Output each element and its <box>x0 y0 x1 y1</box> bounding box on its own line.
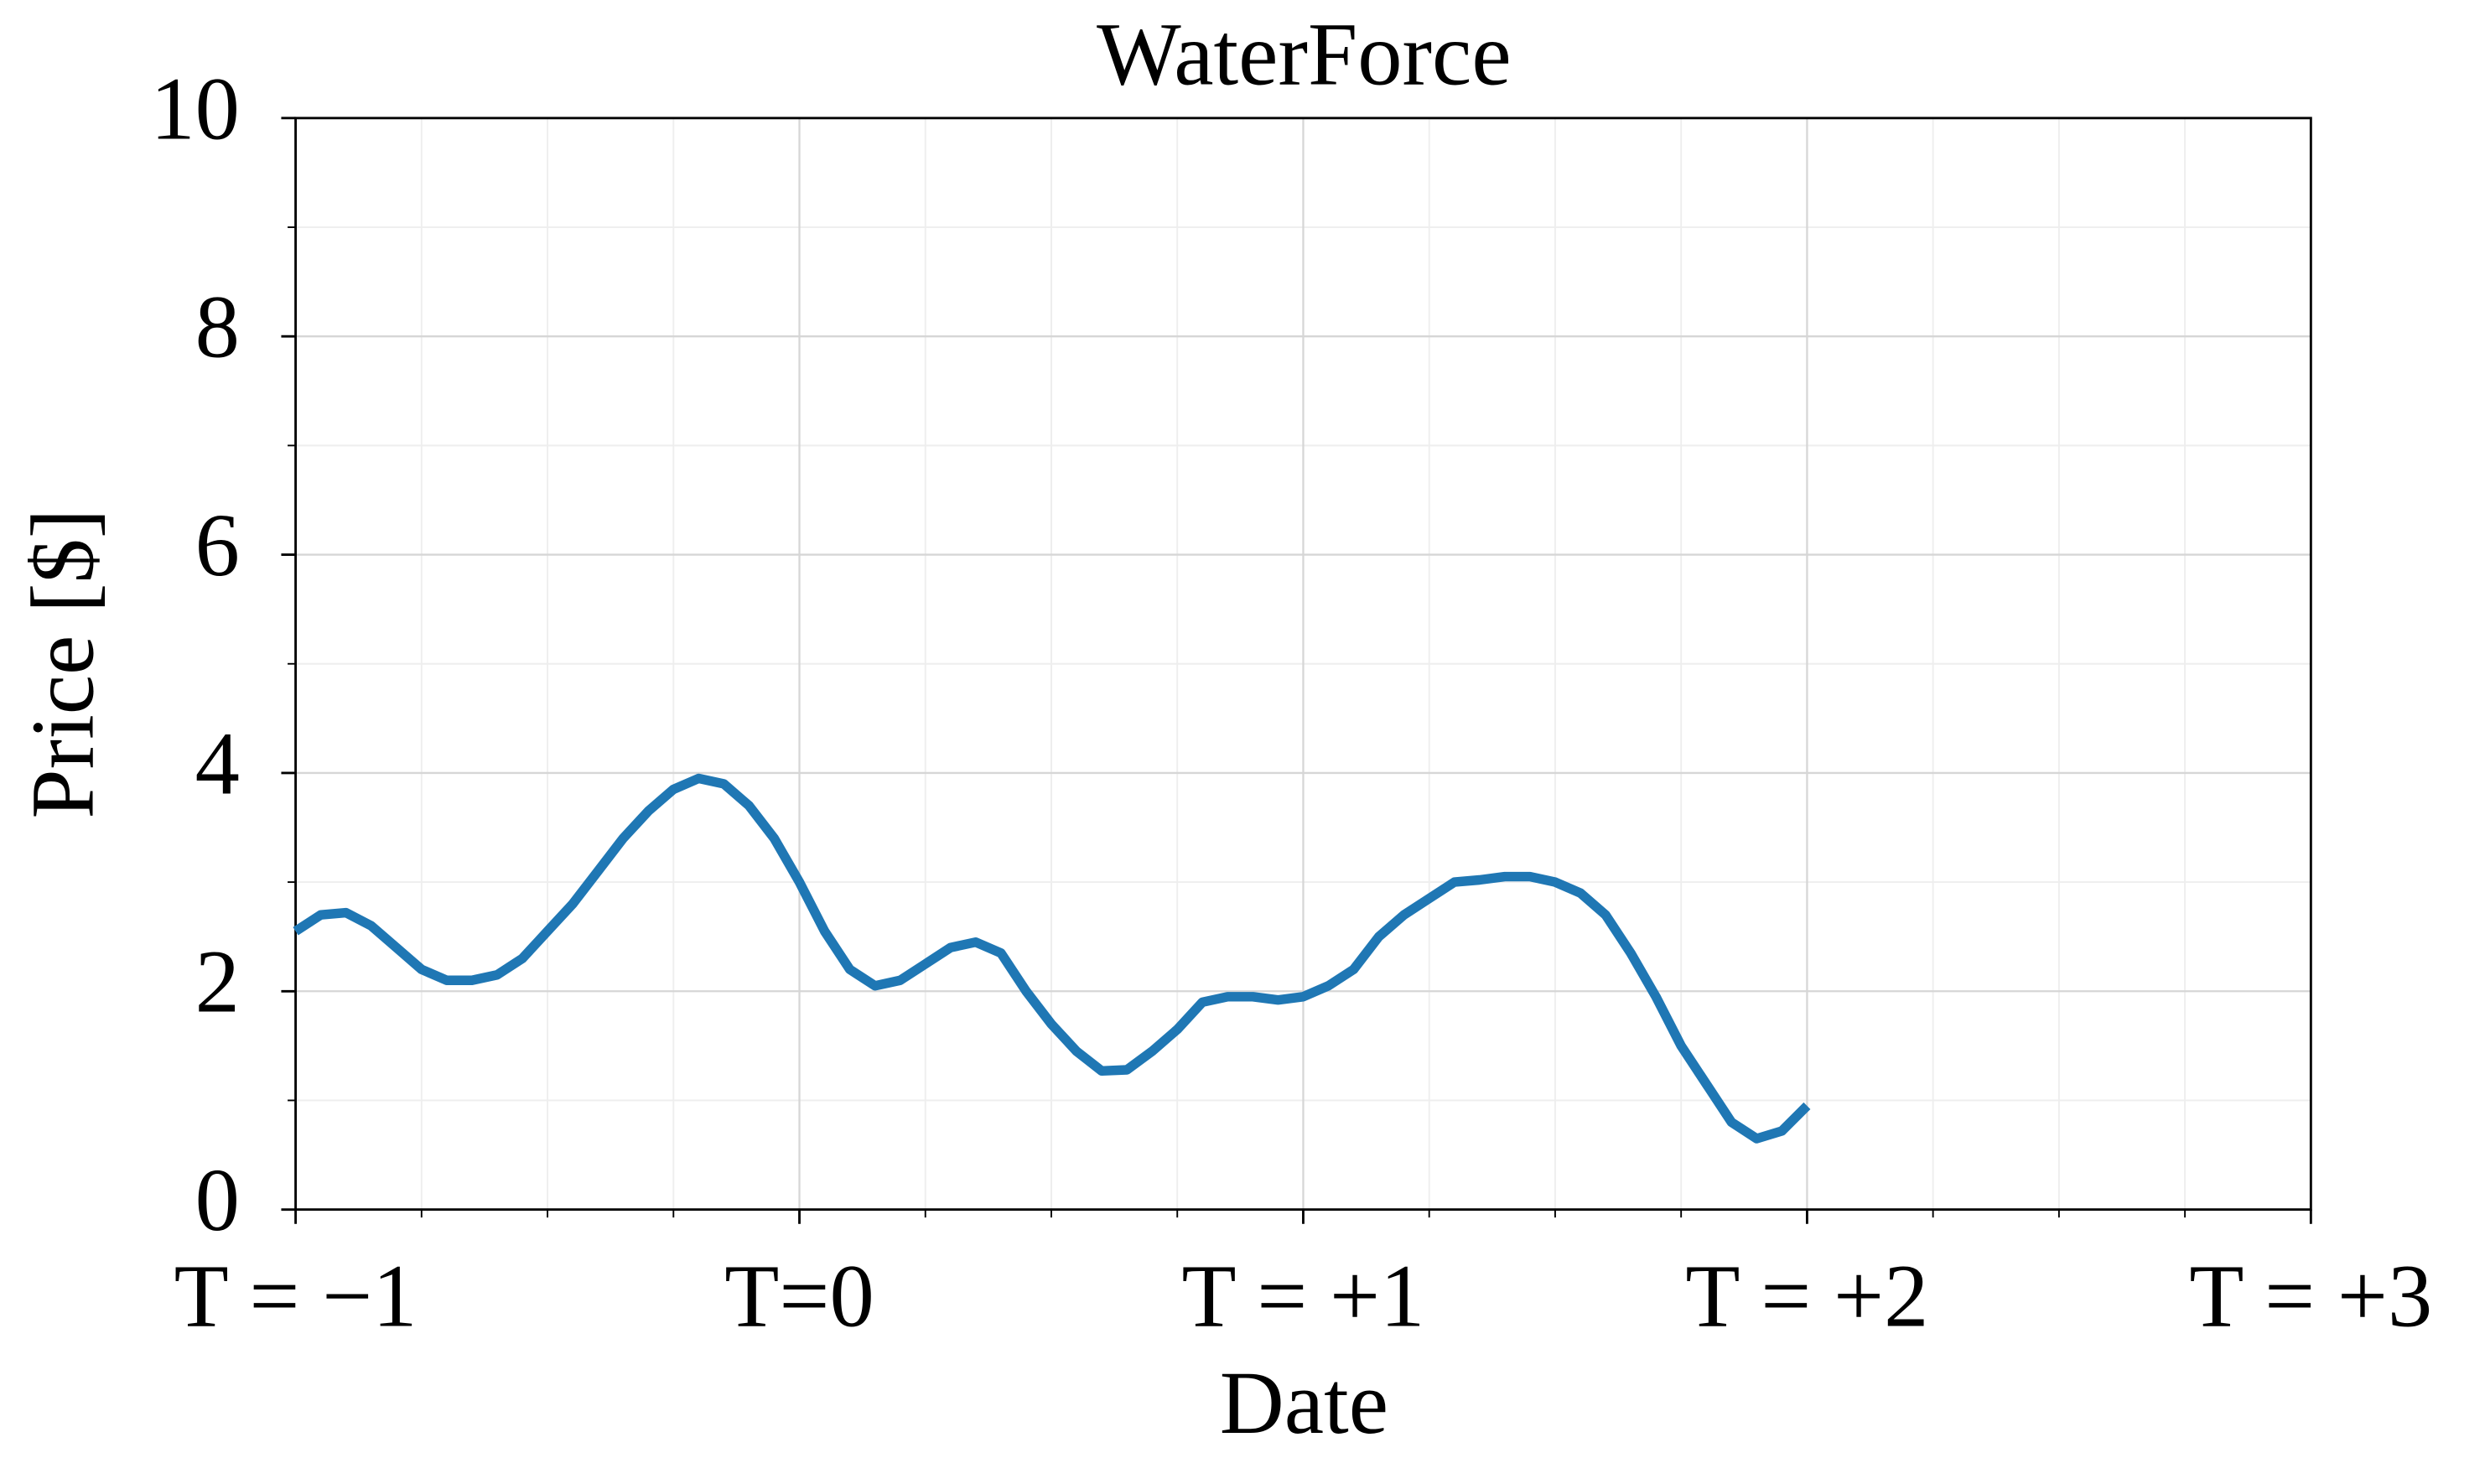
x-tick-label: T = +3 <box>2189 1247 2432 1346</box>
x-tick-label: T=0 <box>724 1247 874 1346</box>
y-tick-label: 0 <box>195 1151 240 1250</box>
x-tick-label: T = +2 <box>1685 1247 1928 1346</box>
x-tick-label: T = +1 <box>1181 1247 1424 1346</box>
plot-frame <box>294 117 2312 1212</box>
y-tick-label: 6 <box>195 496 240 595</box>
x-tick-label: T = −1 <box>174 1247 418 1346</box>
y-axis-label: Price [$] <box>14 509 113 819</box>
y-tick-label: 10 <box>150 60 240 158</box>
data-line <box>293 773 1811 1144</box>
x-axis-label: Date <box>1220 1354 1388 1453</box>
chart-title: WaterForce <box>1097 6 1511 105</box>
y-tick-label: 8 <box>195 278 240 377</box>
y-tick-label: 4 <box>195 714 240 813</box>
y-tick-label: 2 <box>195 933 240 1032</box>
